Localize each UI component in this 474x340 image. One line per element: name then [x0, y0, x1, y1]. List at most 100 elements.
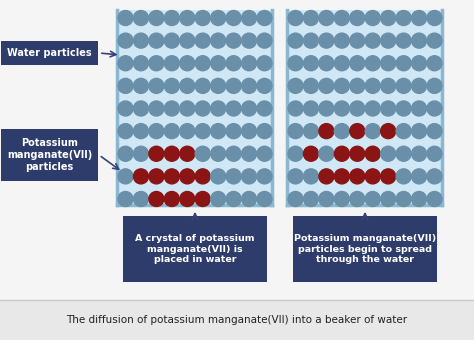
Circle shape — [149, 146, 164, 161]
Circle shape — [226, 79, 241, 94]
Circle shape — [396, 191, 411, 206]
Circle shape — [365, 11, 380, 26]
Circle shape — [365, 191, 380, 206]
Circle shape — [242, 146, 256, 161]
Circle shape — [427, 56, 442, 71]
Circle shape — [411, 33, 427, 48]
Circle shape — [134, 11, 148, 26]
Circle shape — [226, 191, 241, 206]
Circle shape — [118, 124, 133, 139]
Circle shape — [195, 79, 210, 94]
FancyBboxPatch shape — [1, 129, 98, 181]
Circle shape — [118, 56, 133, 71]
Circle shape — [118, 146, 133, 161]
Circle shape — [257, 79, 272, 94]
Circle shape — [164, 56, 179, 71]
Circle shape — [288, 124, 303, 139]
Circle shape — [350, 56, 365, 71]
Circle shape — [257, 33, 272, 48]
Circle shape — [365, 124, 380, 139]
Circle shape — [118, 169, 133, 184]
Circle shape — [381, 101, 396, 116]
Circle shape — [381, 11, 396, 26]
Circle shape — [381, 169, 396, 184]
Circle shape — [242, 11, 256, 26]
Circle shape — [303, 79, 319, 94]
Circle shape — [242, 101, 256, 116]
Circle shape — [411, 11, 427, 26]
Circle shape — [427, 124, 442, 139]
Circle shape — [257, 56, 272, 71]
Circle shape — [134, 56, 148, 71]
Circle shape — [164, 191, 179, 206]
Circle shape — [303, 169, 319, 184]
Circle shape — [350, 33, 365, 48]
Circle shape — [288, 169, 303, 184]
Circle shape — [210, 124, 226, 139]
Circle shape — [180, 169, 195, 184]
Circle shape — [242, 79, 256, 94]
Bar — [288, 10, 443, 205]
Circle shape — [257, 124, 272, 139]
Circle shape — [334, 79, 349, 94]
Circle shape — [149, 11, 164, 26]
Circle shape — [411, 79, 427, 94]
Circle shape — [195, 56, 210, 71]
Circle shape — [210, 191, 226, 206]
Text: Potassium
manganate(VII)
particles: Potassium manganate(VII) particles — [7, 138, 92, 172]
Circle shape — [149, 56, 164, 71]
Circle shape — [118, 101, 133, 116]
Text: Water particles: Water particles — [7, 48, 92, 58]
Circle shape — [396, 124, 411, 139]
Circle shape — [319, 56, 334, 71]
Circle shape — [303, 124, 319, 139]
Circle shape — [195, 124, 210, 139]
Circle shape — [164, 169, 179, 184]
Circle shape — [381, 124, 396, 139]
Circle shape — [195, 101, 210, 116]
Circle shape — [411, 56, 427, 71]
Circle shape — [427, 11, 442, 26]
Circle shape — [350, 124, 365, 139]
Circle shape — [195, 33, 210, 48]
Circle shape — [134, 79, 148, 94]
Circle shape — [149, 79, 164, 94]
Circle shape — [164, 33, 179, 48]
Circle shape — [365, 169, 380, 184]
Circle shape — [350, 11, 365, 26]
Circle shape — [134, 124, 148, 139]
Circle shape — [257, 101, 272, 116]
Circle shape — [303, 11, 319, 26]
Circle shape — [427, 33, 442, 48]
Circle shape — [396, 101, 411, 116]
Circle shape — [134, 169, 148, 184]
Circle shape — [288, 191, 303, 206]
Circle shape — [118, 11, 133, 26]
Circle shape — [365, 56, 380, 71]
Circle shape — [118, 33, 133, 48]
Circle shape — [149, 124, 164, 139]
Circle shape — [288, 146, 303, 161]
Circle shape — [411, 191, 427, 206]
Circle shape — [411, 146, 427, 161]
Circle shape — [365, 33, 380, 48]
Circle shape — [180, 124, 195, 139]
Circle shape — [396, 146, 411, 161]
Circle shape — [288, 101, 303, 116]
Circle shape — [396, 79, 411, 94]
Circle shape — [288, 56, 303, 71]
Circle shape — [334, 101, 349, 116]
Circle shape — [319, 79, 334, 94]
Text: Potassium manganate(VII)
particles begin to spread
through the water: Potassium manganate(VII) particles begin… — [294, 234, 436, 264]
Circle shape — [195, 191, 210, 206]
Circle shape — [381, 146, 396, 161]
Circle shape — [334, 146, 349, 161]
Circle shape — [427, 191, 442, 206]
Circle shape — [334, 191, 349, 206]
Circle shape — [164, 101, 179, 116]
Circle shape — [319, 146, 334, 161]
Circle shape — [242, 191, 256, 206]
Circle shape — [210, 101, 226, 116]
Circle shape — [319, 124, 334, 139]
Circle shape — [180, 101, 195, 116]
